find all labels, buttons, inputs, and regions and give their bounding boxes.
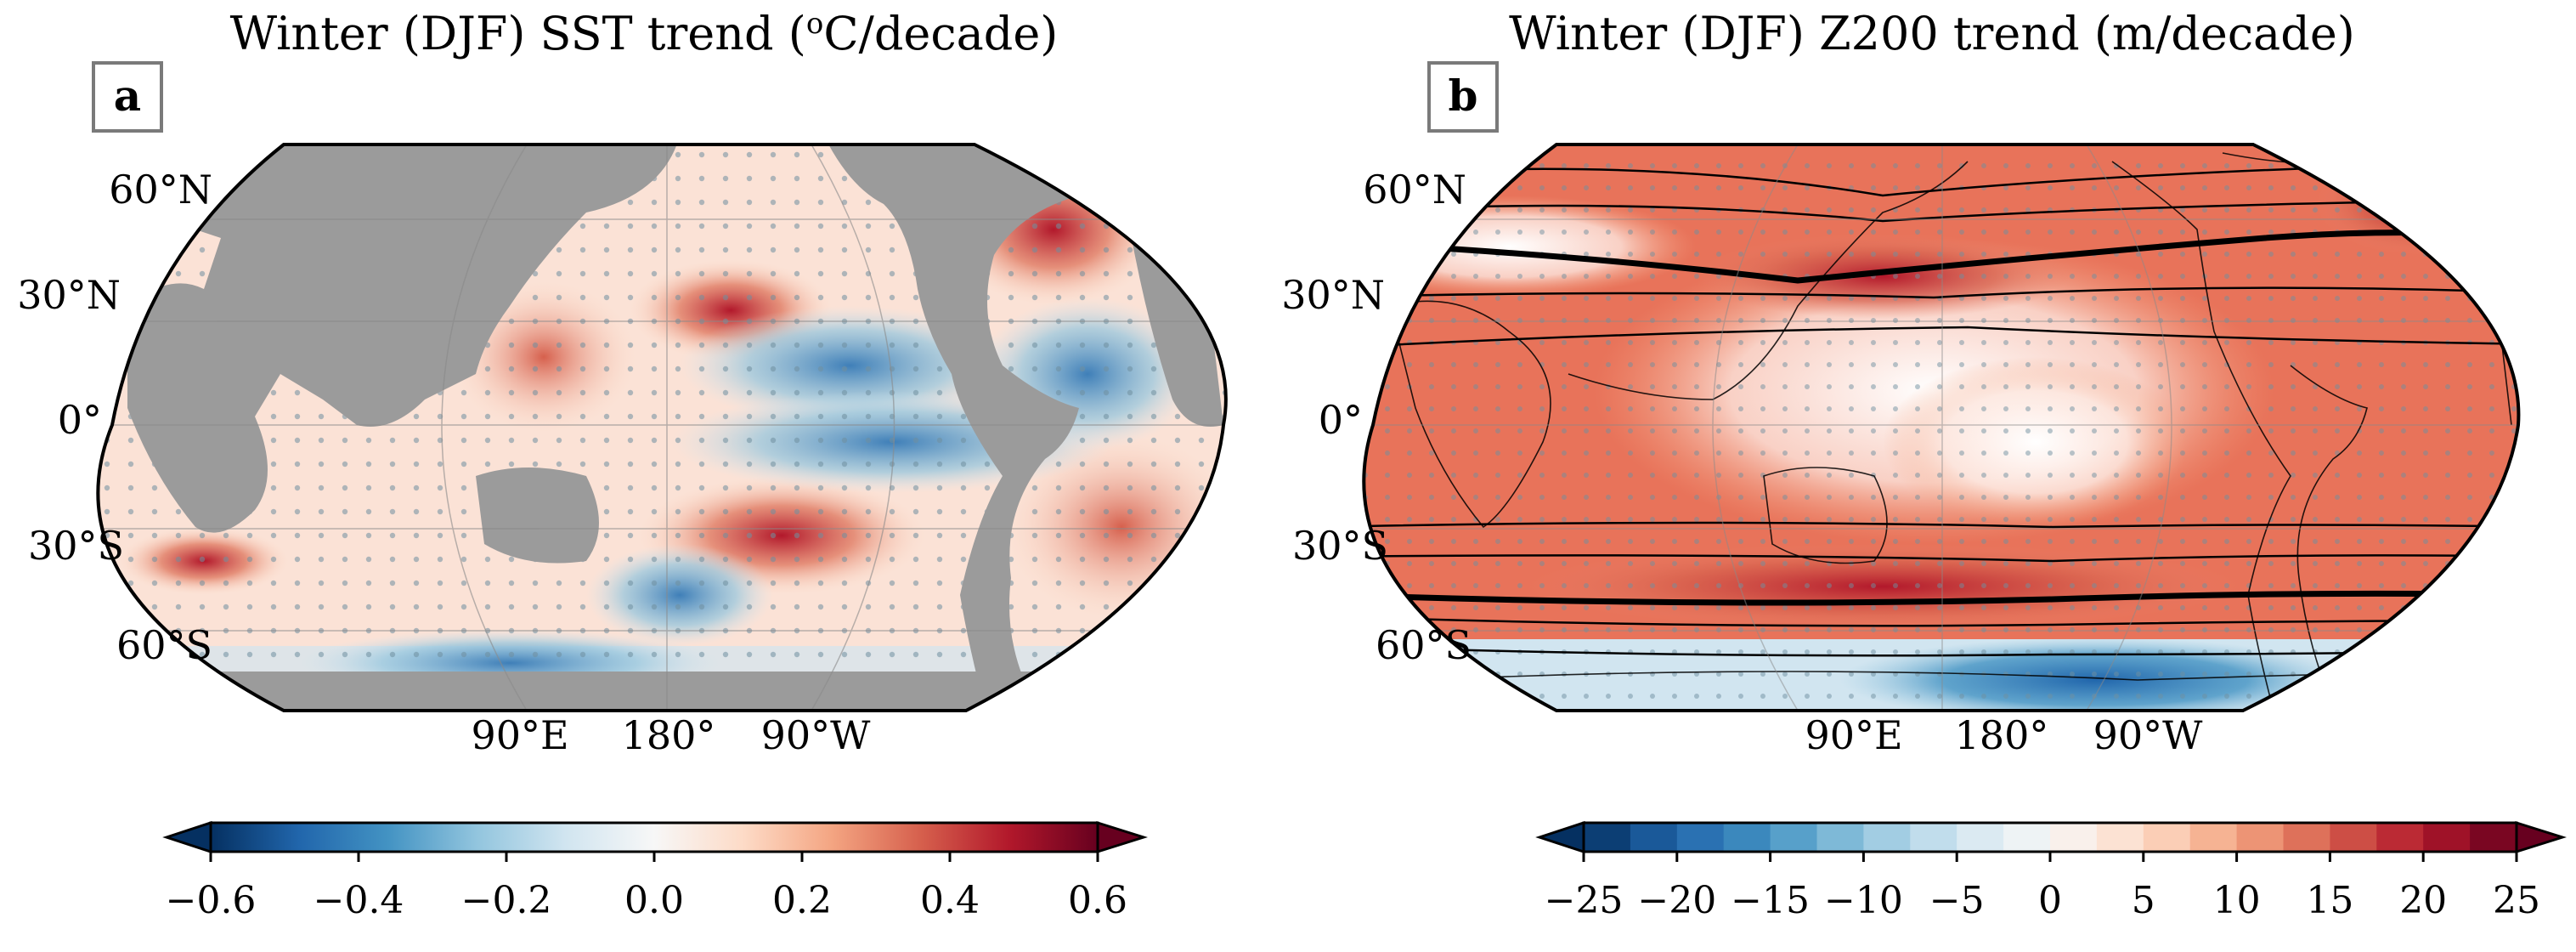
colorbar-tick-label: 0.6 — [1068, 879, 1127, 922]
australia-landmass — [476, 468, 599, 564]
colorbar-step — [2423, 823, 2471, 852]
lat-label-30n: 30°N — [17, 272, 121, 318]
colorbar-extend-max — [2515, 820, 2567, 854]
lat-label-30s: 30°S — [27, 523, 124, 569]
lon-label-90w: 90°W — [2093, 712, 2203, 758]
colorbar-step — [1676, 823, 1725, 852]
lon-label-90e: 90°E — [471, 712, 569, 758]
colorbar-gradient — [209, 821, 1099, 853]
lon-label-90w: 90°W — [760, 712, 871, 758]
colorbar-step — [2189, 823, 2238, 852]
colorbar-steps — [1584, 823, 2517, 852]
panel-letter-box: b — [1427, 61, 1499, 133]
sst-colorbar — [162, 820, 1148, 862]
colorbar-tick-label: 20 — [2399, 879, 2448, 922]
colorbar-step — [1816, 823, 1864, 852]
colorbar-step — [2470, 823, 2517, 852]
colorbar-step — [2050, 823, 2098, 852]
map-outline — [1362, 143, 2521, 712]
colorbar-step — [1957, 823, 2004, 852]
z200-map — [1362, 143, 2521, 712]
colorbar-tick-label: 10 — [2212, 879, 2261, 922]
panel-letter-box: a — [92, 61, 163, 133]
colorbar-tick-label: −15 — [1731, 879, 1811, 922]
lat-label-60n: 60°N — [109, 167, 212, 212]
colorbar-step — [2236, 823, 2284, 852]
colorbar-step — [1630, 823, 1678, 852]
lon-label-180: 180° — [1954, 712, 2049, 758]
colorbar-step — [1910, 823, 1957, 852]
map-outline — [96, 143, 1228, 712]
colorbar-step — [1770, 823, 1817, 852]
colorbar-step — [1863, 823, 1911, 852]
colorbar-tick-label: −0.6 — [165, 879, 257, 922]
colorbar-tick-label: −5 — [1929, 879, 1985, 922]
panel-a-sst-trend: Winter (DJF) SST trend (oC/decade) a 60°… — [17, 7, 1228, 922]
colorbar-tick-label: −25 — [1544, 879, 1624, 922]
colorbar-step — [2143, 823, 2191, 852]
lat-label-0: 0° — [1318, 397, 1363, 443]
colorbar-tick-label: 0.0 — [624, 879, 684, 922]
graticule — [1364, 144, 2519, 711]
colorbar-tick-label: 25 — [2493, 879, 2540, 922]
lat-label-30s: 30°S — [1291, 523, 1388, 569]
graticule — [98, 144, 1226, 711]
colorbar-extend-max — [1096, 820, 1148, 854]
colorbar-tick-label: 0.2 — [772, 879, 832, 922]
colorbar-step — [2283, 823, 2330, 852]
panel-title: Winter (DJF) SST trend (oC/decade) — [229, 7, 1059, 60]
colorbar-step — [2376, 823, 2424, 852]
lat-label-60n: 60°N — [1363, 167, 1466, 212]
panel-title: Winter (DJF) Z200 trend (m/decade) — [1509, 7, 2355, 60]
lat-label-60s: 60°S — [116, 622, 212, 668]
americas-landmass — [824, 144, 1117, 711]
colorbar-step — [1723, 823, 1771, 852]
colorbar-extend-min — [162, 820, 212, 854]
colorbar-step — [2096, 823, 2144, 852]
colorbar-step — [2330, 823, 2377, 852]
sst-map — [96, 143, 1228, 712]
z200-field — [1364, 144, 2519, 711]
eurasia-africa-landmass — [98, 144, 680, 533]
colorbar-step — [1584, 823, 1631, 852]
panel-b-z200-trend: Winter (DJF) Z200 trend (m/decade) b 60°… — [1281, 0, 2576, 952]
lon-label-180: 180° — [621, 712, 716, 758]
colorbar-tick-label: 0.4 — [920, 879, 980, 922]
colorbar-step — [2003, 823, 2051, 852]
sst-field — [98, 144, 1226, 711]
lon-label-90e: 90°E — [1805, 712, 1903, 758]
colorbar-tick-label: −20 — [1637, 879, 1717, 922]
colorbar-extend-min — [1535, 820, 1585, 854]
colorbar-tick-label: 0 — [2038, 879, 2062, 922]
lat-label-60s: 60°S — [1375, 622, 1472, 668]
colorbar-tick-label: −10 — [1823, 879, 1903, 922]
lat-label-0: 0° — [57, 397, 102, 443]
lat-label-30n: 30°N — [1281, 272, 1385, 318]
colorbar-tick-label: 15 — [2306, 879, 2354, 922]
colorbar-tick-label: −0.4 — [313, 879, 404, 922]
colorbar-tick-label: 5 — [2131, 879, 2155, 922]
z200-colorbar — [1535, 820, 2567, 862]
colorbar-tick-label: −0.2 — [460, 879, 552, 922]
